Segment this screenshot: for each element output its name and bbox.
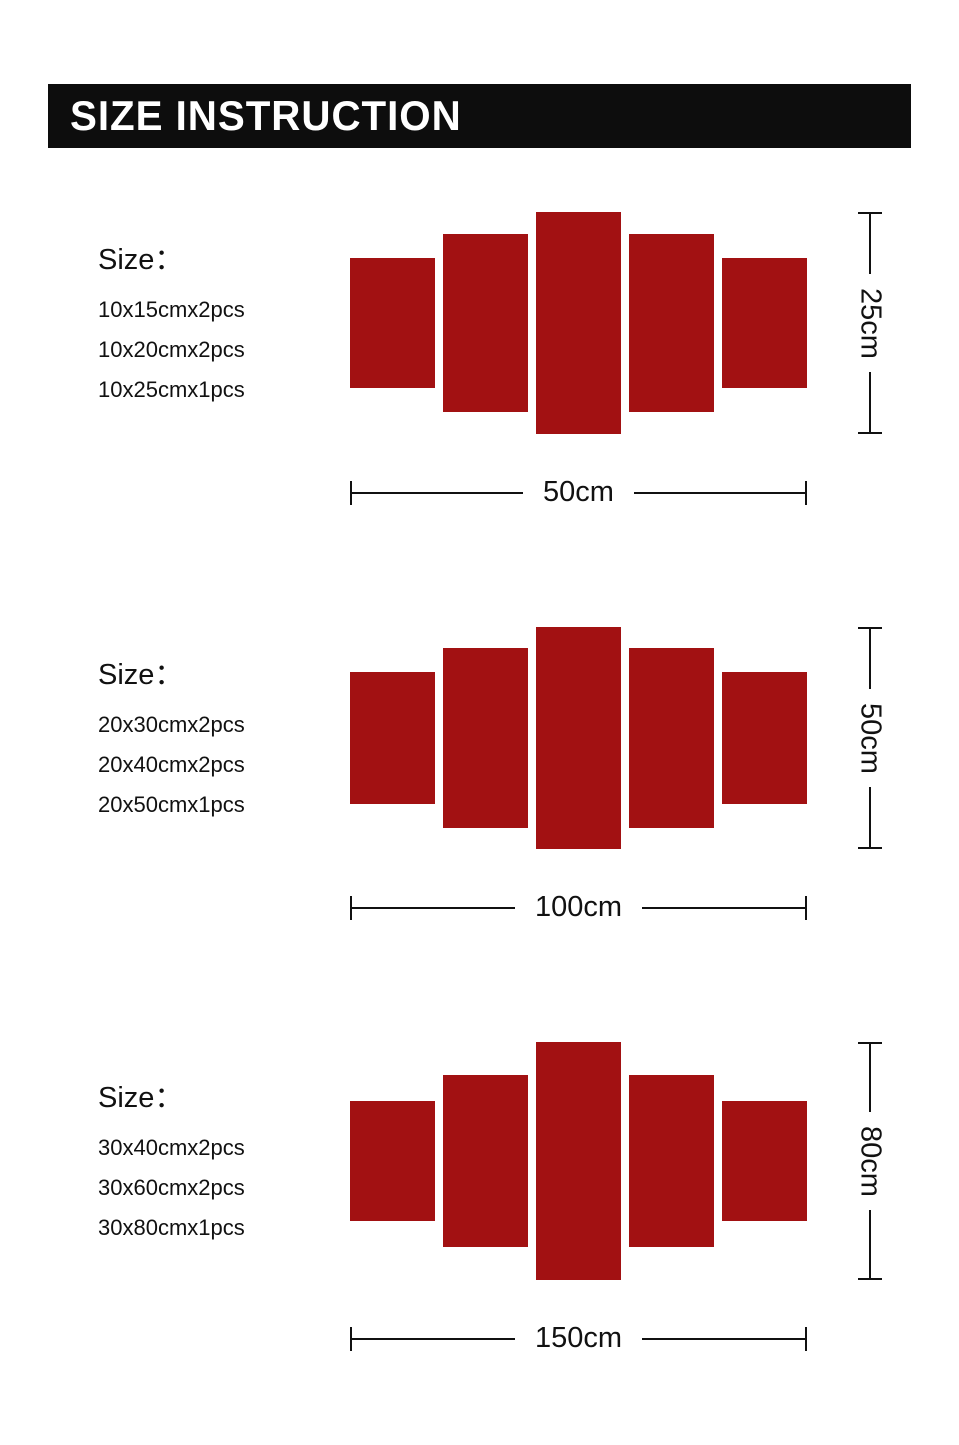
dimension-tick bbox=[858, 847, 882, 850]
dimension-line bbox=[642, 1337, 806, 1340]
size-info: Size： 10x15cmx2pcs 10x20cmx2pcs 10x25cmx… bbox=[50, 236, 350, 410]
canvas-panel-5 bbox=[722, 258, 807, 388]
canvas-panel-1 bbox=[350, 672, 435, 804]
size-label: Size： bbox=[98, 1082, 184, 1114]
dimension-tick bbox=[858, 1042, 882, 1044]
size-info: Size： 30x40cmx2pcs 30x60cmx2pcs 30x80cmx… bbox=[50, 1074, 350, 1248]
width-dimension-label: 50cm bbox=[543, 476, 614, 508]
dimension-tick bbox=[805, 480, 808, 505]
height-dimension: 25cm bbox=[854, 212, 887, 435]
canvas-panel-3 bbox=[536, 627, 621, 849]
width-dimension: 150cm bbox=[350, 1322, 810, 1355]
width-dimension: 100cm bbox=[350, 891, 810, 924]
dimension-tick bbox=[858, 1278, 882, 1281]
size-label: Size： bbox=[98, 244, 184, 276]
dimension-line bbox=[352, 906, 515, 909]
dimension-line bbox=[869, 214, 871, 274]
dimension-line bbox=[869, 787, 871, 848]
canvas-panel-5 bbox=[722, 672, 807, 804]
size-option: 20x30cmx2pcs bbox=[98, 712, 245, 737]
header-banner: SIZE INSTRUCTION bbox=[48, 84, 911, 148]
dimension-line bbox=[869, 1210, 871, 1279]
dimension-tick bbox=[858, 212, 882, 214]
dimension-tick bbox=[350, 1326, 352, 1351]
panel-diagram bbox=[350, 1042, 810, 1280]
canvas-panel-2 bbox=[443, 1075, 528, 1247]
height-dimension-label: 80cm bbox=[854, 1125, 887, 1197]
canvas-panel-1 bbox=[350, 1101, 435, 1221]
size-option: 20x40cmx2pcs bbox=[98, 752, 245, 777]
panel-diagram bbox=[350, 212, 810, 434]
dimension-tick bbox=[858, 432, 882, 435]
canvas-panel-2 bbox=[443, 234, 528, 412]
canvas-panel-4 bbox=[629, 234, 714, 412]
dimension-line bbox=[869, 629, 871, 689]
width-dimension: 50cm bbox=[350, 476, 810, 509]
dimension-line bbox=[352, 1337, 515, 1340]
size-section-large: Size： 30x40cmx2pcs 30x60cmx2pcs 30x80cmx… bbox=[50, 1042, 959, 1355]
size-section-medium: Size： 20x30cmx2pcs 20x40cmx2pcs 20x50cmx… bbox=[50, 627, 959, 924]
panel-diagram bbox=[350, 627, 810, 849]
size-label: Size： bbox=[98, 659, 184, 691]
dimension-line bbox=[642, 906, 806, 909]
dimension-line bbox=[869, 372, 871, 433]
size-option: 20x50cmx1pcs bbox=[98, 792, 245, 817]
canvas-panel-3 bbox=[536, 1042, 621, 1280]
height-dimension: 50cm bbox=[854, 627, 887, 850]
height-dimension-label: 50cm bbox=[854, 702, 887, 774]
height-dimension-label: 25cm bbox=[854, 287, 887, 359]
size-option: 30x60cmx2pcs bbox=[98, 1175, 245, 1200]
dimension-tick bbox=[350, 480, 352, 505]
width-dimension-label: 100cm bbox=[534, 891, 623, 923]
size-option: 10x25cmx1pcs bbox=[98, 377, 245, 402]
canvas-panel-2 bbox=[443, 648, 528, 828]
bottom-spacer bbox=[0, 1355, 959, 1445]
canvas-panel-4 bbox=[629, 648, 714, 828]
page-title: SIZE INSTRUCTION bbox=[70, 92, 462, 139]
dimension-line bbox=[633, 491, 806, 494]
canvas-panel-4 bbox=[629, 1075, 714, 1247]
dimension-tick bbox=[805, 895, 808, 920]
dimension-tick bbox=[805, 1326, 808, 1351]
dimension-line bbox=[352, 491, 524, 494]
canvas-panel-3 bbox=[536, 212, 621, 434]
height-dimension: 80cm bbox=[854, 1042, 887, 1281]
canvas-panel-1 bbox=[350, 258, 435, 388]
size-option: 10x20cmx2pcs bbox=[98, 337, 245, 362]
width-dimension-label: 150cm bbox=[534, 1322, 623, 1354]
size-info: Size： 20x30cmx2pcs 20x40cmx2pcs 20x50cmx… bbox=[50, 651, 350, 825]
dimension-tick bbox=[350, 895, 352, 920]
size-option: 30x40cmx2pcs bbox=[98, 1135, 245, 1160]
dimension-line bbox=[869, 1044, 871, 1112]
size-option: 10x15cmx2pcs bbox=[98, 297, 245, 322]
size-section-small: Size： 10x15cmx2pcs 10x20cmx2pcs 10x25cmx… bbox=[50, 212, 959, 509]
dimension-tick bbox=[858, 627, 882, 629]
size-option: 30x80cmx1pcs bbox=[98, 1215, 245, 1240]
canvas-panel-5 bbox=[722, 1101, 807, 1221]
